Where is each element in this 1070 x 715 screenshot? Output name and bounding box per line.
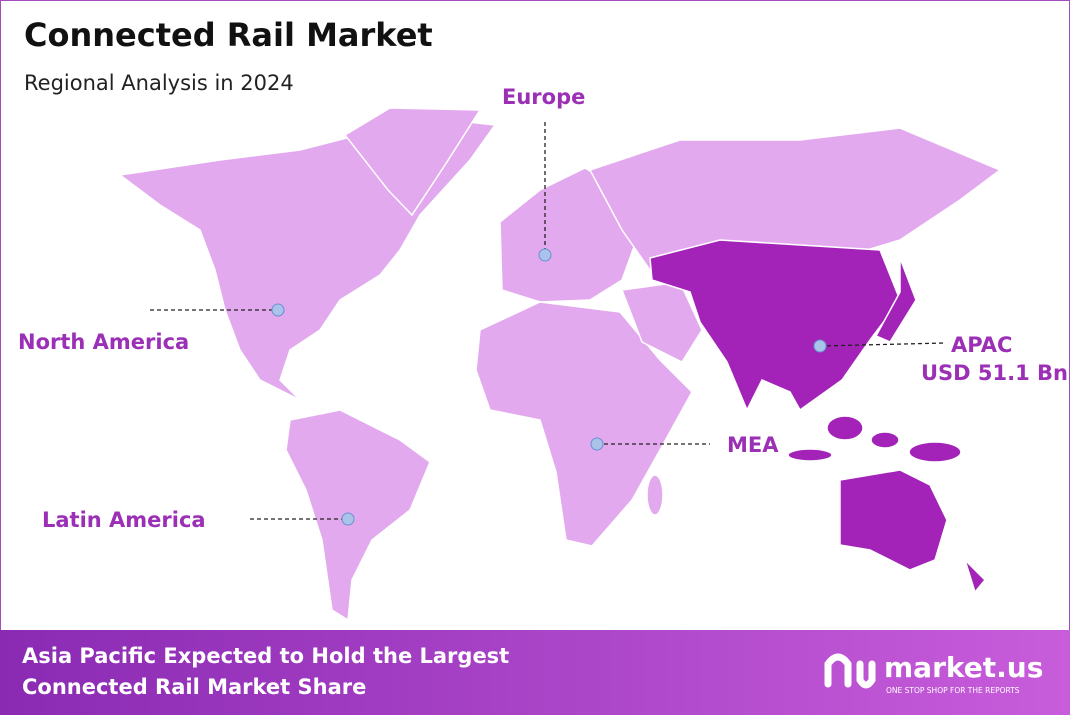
region-label: Europe xyxy=(502,85,585,109)
shape xyxy=(874,257,917,343)
tagline: ONE STOP SHOP FOR THE REPORTS xyxy=(886,686,1020,695)
shape xyxy=(839,469,948,571)
shape xyxy=(824,653,852,688)
subtitle: Regional Analysis in 2024 xyxy=(24,71,294,95)
shape xyxy=(649,239,901,412)
brand: market.us xyxy=(884,651,1043,684)
shape xyxy=(856,660,876,689)
shape xyxy=(908,441,962,463)
shape xyxy=(870,431,900,449)
footer-band xyxy=(0,630,1070,715)
region-label: MEA xyxy=(727,433,779,457)
marker xyxy=(271,303,285,317)
world-map xyxy=(118,107,1002,622)
region-label: North America xyxy=(18,330,189,354)
callouts xyxy=(150,122,946,526)
marker xyxy=(341,512,355,526)
region-label: APAC xyxy=(951,333,1012,357)
shape xyxy=(499,167,641,303)
marker xyxy=(538,248,552,262)
shape xyxy=(787,448,833,462)
region-label: Latin America xyxy=(42,508,206,532)
marker xyxy=(590,437,604,451)
shape xyxy=(646,474,664,516)
marker xyxy=(813,339,827,353)
shape xyxy=(826,415,864,441)
shape xyxy=(285,409,431,622)
shape xyxy=(475,301,693,547)
footer-headline: Asia Pacific Expected to Hold the Larges… xyxy=(22,644,509,668)
region-value: USD 51.1 Bn xyxy=(921,361,1068,385)
shape xyxy=(964,559,987,594)
footer-headline: Connected Rail Market Share xyxy=(22,675,366,699)
shape xyxy=(343,107,482,217)
shape xyxy=(588,127,1002,271)
title: Connected Rail Market xyxy=(24,16,433,54)
logo-icon xyxy=(824,653,876,689)
